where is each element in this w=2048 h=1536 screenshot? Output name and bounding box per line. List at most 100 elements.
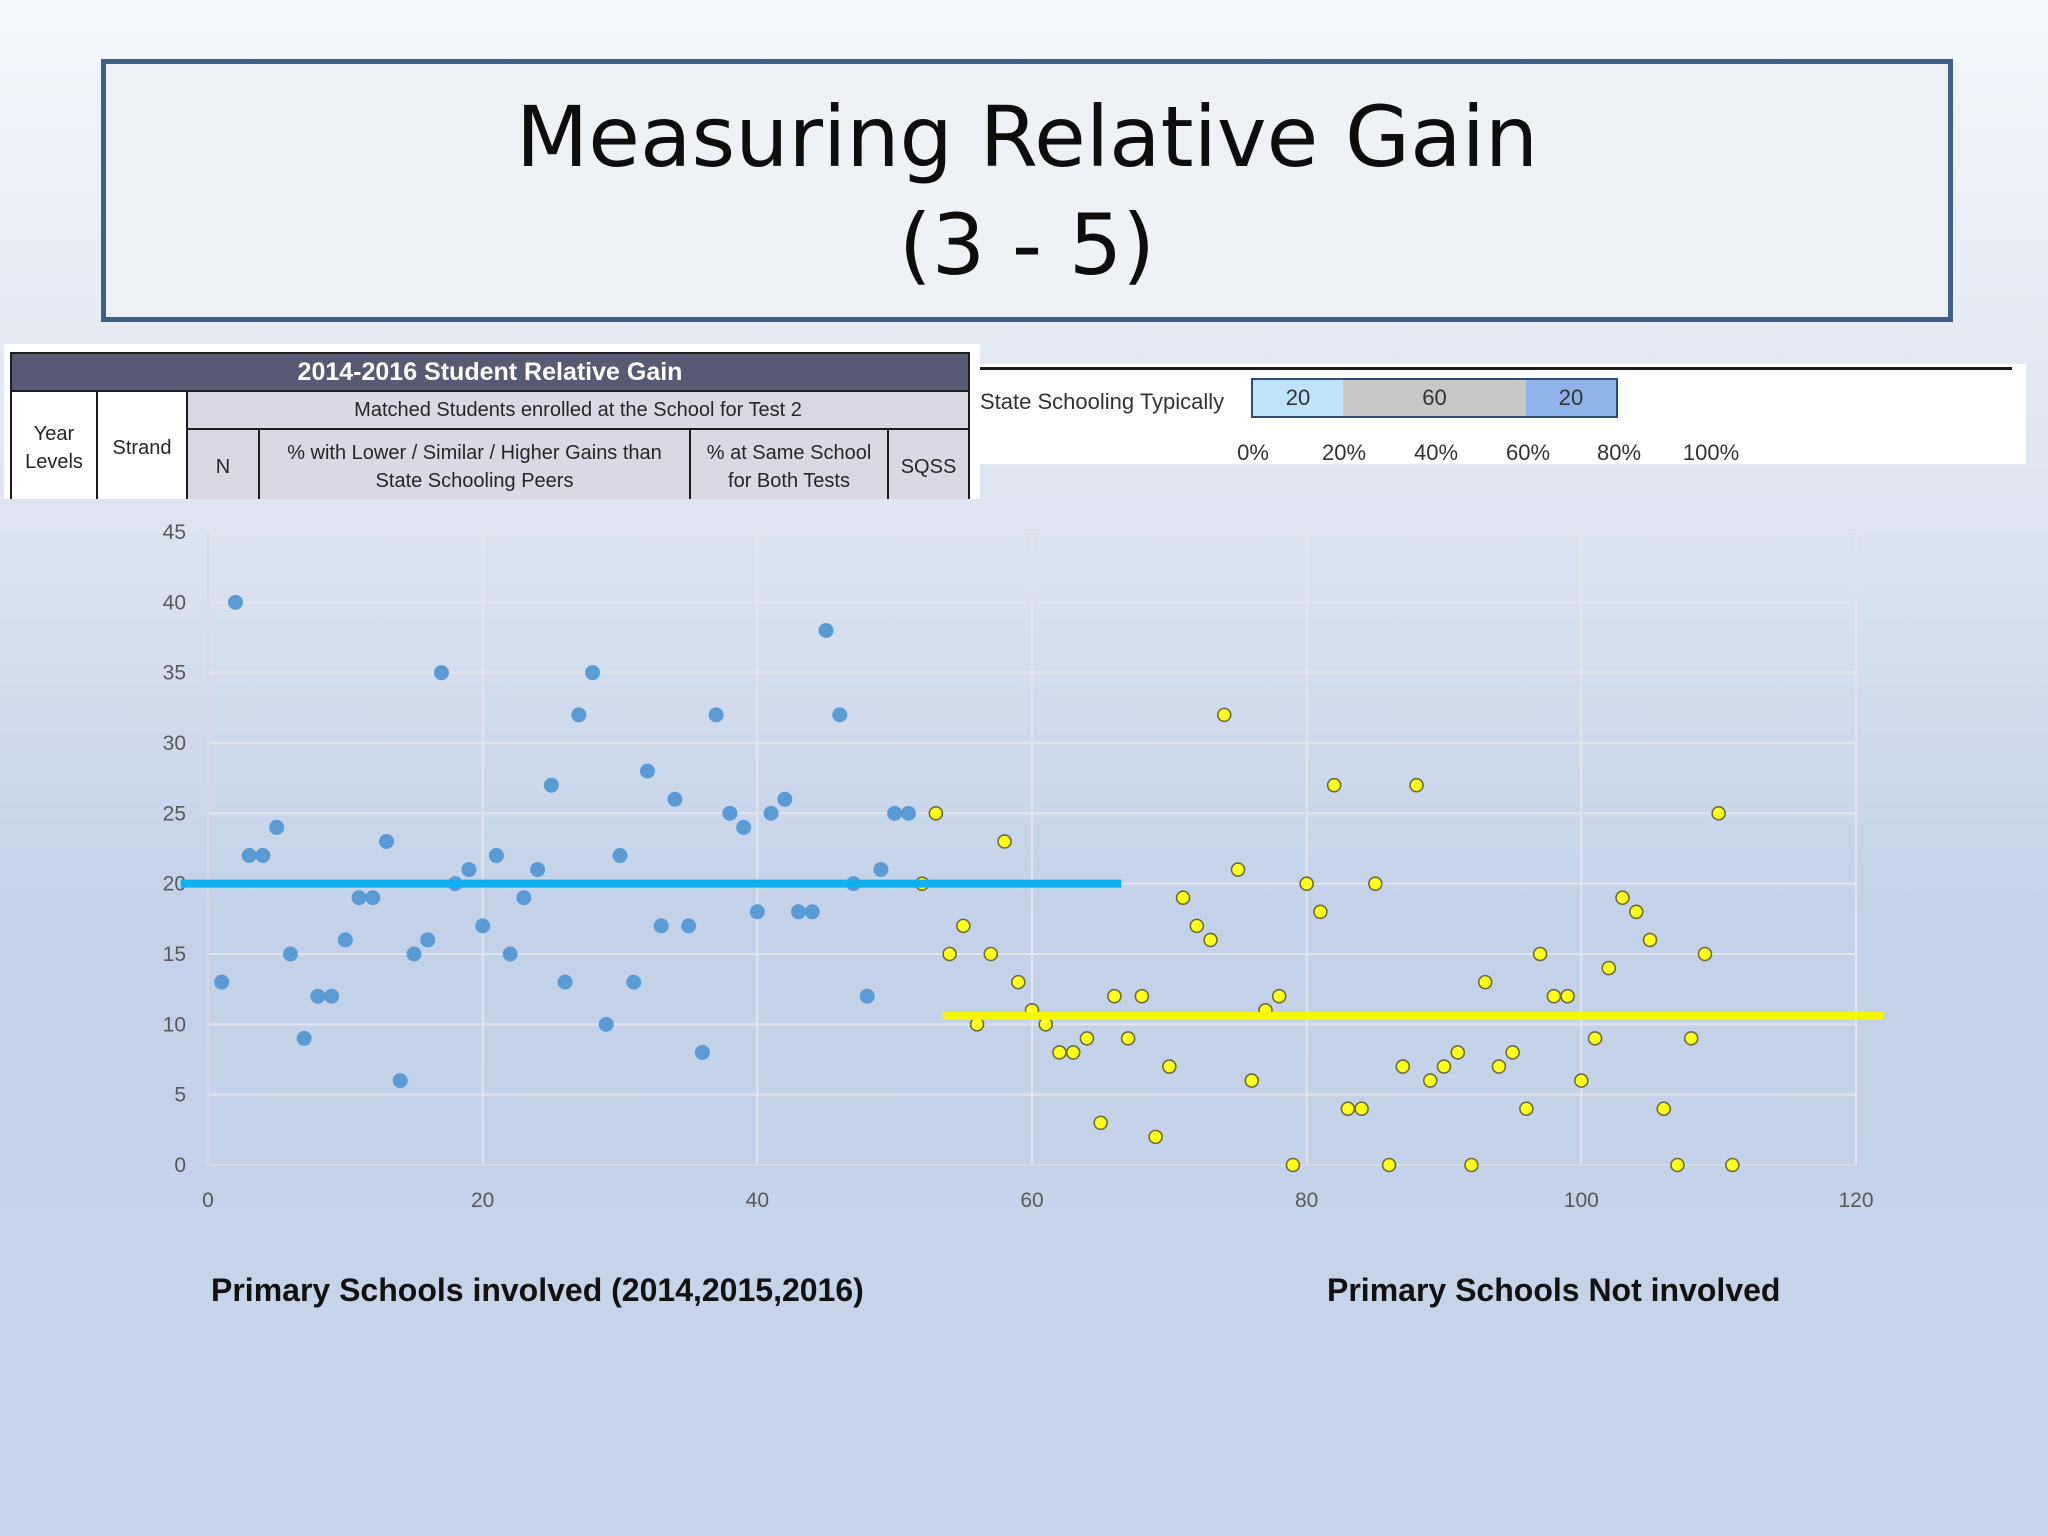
not-involved-school-point [1560,988,1575,1004]
not-involved-school-point [1422,1073,1438,1088]
not-involved-school-point [1340,1101,1356,1117]
involved-school-point [749,904,765,920]
not-involved-school-point [1628,904,1644,920]
n-header: N [186,428,260,499]
not-involved-school-point [1189,918,1205,934]
not-involved-school-point [1203,932,1218,948]
y-tick-label: 20 [163,873,186,896]
y-tick-label: 40 [163,591,186,614]
not-involved-school-point [1326,777,1342,793]
involved-school-point [900,805,916,821]
not-involved-school-point [1546,988,1562,1004]
slide-subtitle: (3 - 5) [898,195,1156,294]
not-involved-school-point [1271,988,1287,1004]
not-involved-school-point [1175,890,1191,906]
involved-school-point [818,622,834,638]
x-tick-label: 0 [202,1189,214,1212]
involved-school-point [214,974,230,990]
involved-school-point [475,918,491,934]
pct-gains-header: % with Lower / Similar / Higher Gains th… [258,428,691,499]
involved-school-point [296,1030,312,1046]
involved-school-point [269,819,285,835]
not-involved-school-point [1601,960,1617,976]
relative-gain-table-header: 2014-2016 Student Relative Gain Year Lev… [4,344,980,499]
y-tick-label: 45 [163,521,186,544]
involved-school-point [502,946,518,962]
not-involved-school-point [1587,1031,1603,1046]
slide-title-box: Measuring Relative Gain (3 - 5) [101,59,1953,322]
not-involved-school-point [1381,1157,1397,1173]
not-involved-school-point [1244,1073,1260,1088]
legend-divider [980,367,2012,370]
involved-school-point [488,848,504,864]
not-involved-school-point [1477,974,1493,990]
not-involved-school-point [956,918,971,934]
not-involved-school-point [1697,946,1713,962]
state-axis-tick: 0% [1237,440,1269,465]
involved-school-point [612,848,628,864]
involved-school-point [337,932,353,948]
involved-school-point [626,974,642,990]
involved-school-point [365,890,381,906]
involved-school-point [832,707,848,723]
slide-title: Measuring Relative Gain [515,87,1539,186]
not-involved-school-point [1725,1157,1740,1173]
not-involved-school-point [1216,707,1232,723]
y-tick-label: 25 [163,802,186,825]
involved-school-point [282,946,298,962]
involved-school-point [859,988,875,1004]
involved-school-point [667,791,683,807]
not-involved-school-point [1683,1031,1699,1046]
involved-school-point [777,791,793,807]
state-axis-tick: 20% [1321,440,1367,465]
not-involved-school-point [1642,932,1658,948]
not-involved-school-point [1299,876,1314,891]
x-tick-label: 120 [1838,1189,1873,1212]
involved-school-point [873,862,889,878]
sqss-header: SQSS [887,428,970,499]
x-tick-label: 60 [1020,1189,1043,1212]
not-involved-school-point [1093,1115,1108,1131]
involved-school-point [585,665,601,681]
involved-school-point [736,819,752,835]
not-involved-school-point [1052,1045,1067,1060]
not-involved-school-point [983,946,999,962]
caption-schools-involved: Primary Schools involved (2014,2015,2016… [211,1272,864,1308]
state-schooling-label: State Schooling Typically [980,389,1225,414]
not-involved-school-point [1532,946,1548,962]
y-tick-label: 30 [163,732,186,755]
not-involved-school-point [1162,1059,1177,1074]
not-involved-school-point [1491,1059,1507,1074]
not-involved-school-point [1464,1157,1479,1173]
state-bar-higher: 20 [1526,378,1618,418]
not-involved-school-point [1670,1157,1685,1173]
involved-school-point [310,988,326,1004]
not-involved-school-point [1313,904,1328,920]
not-involved-school-point [928,806,944,821]
involved-school-point [420,932,436,948]
involved-school-point [255,848,271,864]
not-involved-school-point [1354,1101,1369,1117]
state-axis-tick: 100% [1682,440,1740,465]
not-involved-school-point [1656,1101,1672,1117]
involved-school-point [516,890,532,906]
involved-school-point [241,848,257,864]
not-involved-school-point [1574,1073,1589,1088]
involved-school-point [324,988,340,1004]
not-involved-school-point [1615,890,1630,906]
state-axis-tick: 60% [1505,440,1551,465]
x-tick-label: 20 [471,1189,494,1212]
not-involved-school-point [1065,1045,1081,1060]
pct-same-school-header: % at Same School for Both Tests [689,428,889,499]
not-involved-school-point [1079,1031,1095,1046]
involved-school-point [887,805,903,821]
x-tick-label: 40 [746,1189,769,1212]
involved-school-point [571,707,587,723]
involved-school-point [392,1073,408,1089]
involved-school-point [530,862,546,878]
involved-school-point [694,1044,710,1060]
y-tick-label: 5 [174,1084,186,1107]
x-tick-label: 80 [1295,1189,1318,1212]
not-involved-school-point [1134,988,1150,1004]
